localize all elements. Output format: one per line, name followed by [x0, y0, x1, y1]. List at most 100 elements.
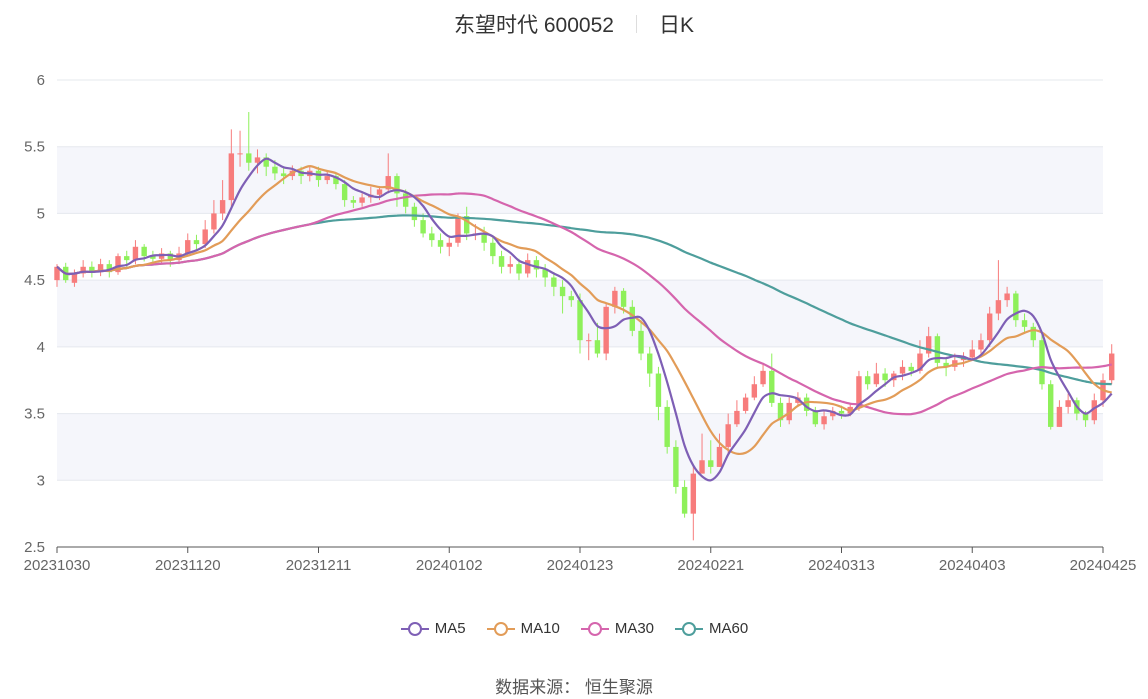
candle-body: [507, 264, 513, 267]
candle-body: [359, 197, 365, 203]
data-source: 数据来源： 恒生聚源: [495, 678, 653, 697]
candle-body: [524, 260, 531, 274]
candle-body: [1047, 384, 1054, 427]
candle-body: [594, 340, 601, 354]
y-tick-label: 4.5: [24, 272, 45, 289]
legend-item-ma30[interactable]: MA30: [580, 620, 654, 637]
candle-body: [838, 410, 845, 414]
grid-band: [57, 413, 1103, 481]
legend-circle-ma10: [493, 621, 508, 636]
candle-body: [124, 256, 130, 261]
candle-body: [481, 233, 487, 243]
legend-label-ma10: MA10: [520, 620, 560, 637]
candle-body: [385, 176, 391, 190]
x-tick-label: 20240221: [677, 557, 744, 574]
candle-body: [54, 266, 60, 281]
title-divider: [635, 15, 637, 33]
candle-body: [821, 416, 827, 425]
candle-body: [943, 362, 949, 367]
candle-body: [1065, 400, 1071, 407]
candle-body: [899, 366, 906, 374]
y-tick-label: 5.5: [24, 139, 45, 156]
candle-body: [559, 286, 566, 297]
candle-body: [551, 277, 557, 287]
candle-body: [533, 260, 540, 270]
legend-item-ma5[interactable]: MA5: [400, 620, 466, 637]
legend-circle-ma60: [682, 621, 697, 636]
candle-body: [341, 184, 348, 201]
candle-body: [498, 256, 505, 267]
legend-label-ma60: MA60: [709, 620, 749, 637]
candle-body: [97, 264, 104, 273]
candle-body: [664, 406, 670, 447]
candle-body: [803, 397, 810, 411]
candle-body: [812, 410, 819, 425]
candle-body: [254, 157, 261, 163]
legend-item-ma60[interactable]: MA60: [674, 620, 748, 637]
period-label: 日K: [658, 14, 694, 37]
candle-body: [925, 336, 932, 354]
candle-body: [882, 373, 888, 381]
candle-body: [167, 253, 174, 261]
candle-body: [202, 229, 208, 245]
candle-body: [376, 189, 383, 195]
candle-body: [760, 370, 766, 385]
candle-body: [708, 460, 714, 467]
legend-item-ma10[interactable]: MA10: [486, 620, 560, 637]
candle-body: [80, 266, 86, 274]
legend-circle-ma30: [587, 621, 602, 636]
x-tick-label: 20240425: [1070, 557, 1137, 574]
candle-body: [856, 376, 862, 407]
candle-body: [272, 166, 278, 174]
candle-body: [995, 300, 1002, 314]
candle-body: [455, 216, 461, 243]
candle-body: [185, 240, 191, 254]
ma-line-ma5: [56, 157, 1113, 482]
legend-circle-ma5: [407, 621, 422, 636]
y-tick-label: 3: [37, 472, 45, 489]
candle-body: [429, 233, 435, 241]
candle-body: [1039, 340, 1045, 385]
candle-body: [115, 256, 121, 273]
candle-body: [219, 200, 226, 214]
candle-body: [516, 264, 522, 274]
candle-body: [211, 213, 217, 230]
legend-marker-ma60: [675, 621, 704, 636]
ma-line-ma30: [56, 192, 1112, 416]
y-tick-label: 5: [37, 205, 45, 222]
candle-body: [542, 269, 548, 278]
candle-body: [725, 424, 731, 447]
candle-body: [742, 397, 749, 411]
candle-body: [934, 336, 941, 363]
candle-body: [978, 340, 984, 350]
candle-body: [132, 246, 139, 261]
candle-body: [1013, 293, 1019, 321]
stock-name-code: 东望时代 600052: [454, 14, 614, 37]
y-tick-label: 4: [37, 339, 45, 356]
candle-body: [969, 349, 975, 358]
candle-body: [734, 410, 740, 425]
candle-body: [769, 370, 775, 403]
legend: MA5 MA10 MA30 MA60: [0, 620, 1148, 637]
candle-body: [873, 373, 880, 385]
x-tick-label: 20231211: [286, 557, 352, 574]
candle-body: [612, 290, 618, 307]
candle-body: [411, 206, 418, 221]
legend-marker-ma30: [580, 621, 609, 636]
candle-body: [324, 176, 330, 181]
candle-body: [647, 353, 653, 374]
candle-body: [237, 153, 243, 155]
candle-body: [586, 340, 592, 342]
candle-body: [603, 306, 609, 354]
candle-body: [420, 220, 426, 234]
legend-marker-ma5: [400, 621, 429, 636]
candle-body: [71, 273, 78, 283]
candle-body: [1056, 406, 1063, 427]
candle-body: [1021, 320, 1028, 327]
legend-label-ma5: MA5: [434, 620, 466, 637]
candle-body: [716, 446, 723, 467]
candle-body: [1091, 400, 1097, 421]
x-tick-label: 20231030: [24, 557, 91, 574]
candle-body: [986, 313, 993, 341]
candle-body: [908, 366, 914, 371]
